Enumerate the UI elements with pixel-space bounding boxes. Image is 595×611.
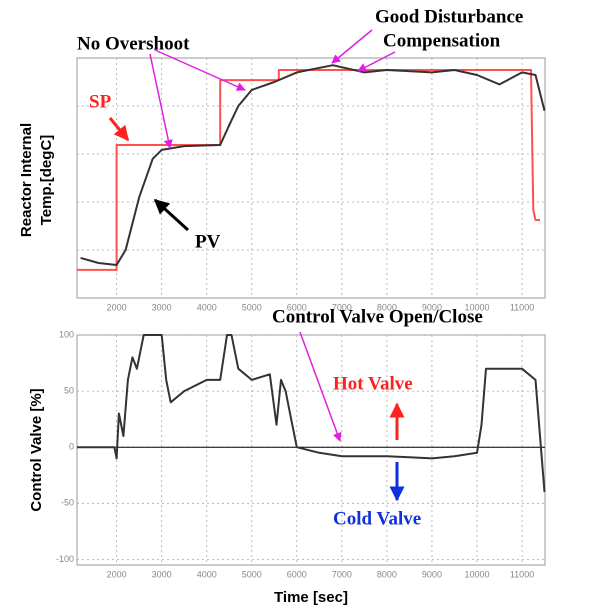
x-tick-label: 8000 [377, 302, 397, 312]
y-tick-label: -100 [56, 554, 74, 564]
arrow [108, 117, 130, 142]
annotation: Compensation [383, 30, 501, 51]
x-tick-label: 4000 [197, 302, 217, 312]
x-tick-label: 10000 [464, 302, 489, 312]
x-tick-label: 4000 [197, 569, 217, 579]
x-tick-label: 7000 [332, 302, 352, 312]
arrow [153, 198, 190, 232]
y-axis-label: Control Valve [%] [28, 388, 45, 511]
x-tick-label: 5000 [242, 302, 262, 312]
y-tick-label: 50 [64, 385, 74, 395]
y-tick-label: -50 [61, 498, 74, 508]
annotation: PV [195, 231, 221, 252]
annotation: No Overshoot [77, 33, 190, 54]
arrow [149, 53, 173, 149]
y-axis-label: Temp.[degC] [38, 135, 55, 226]
arrows [108, 29, 405, 502]
x-tick-label: 11000 [510, 302, 534, 312]
annotation: SP [89, 91, 112, 112]
x-tick-label: 6000 [287, 569, 307, 579]
x-tick-label: 9000 [422, 569, 442, 579]
x-tick-label: 7000 [332, 569, 352, 579]
x-tick-label: 2000 [107, 569, 127, 579]
x-tick-label: 9000 [422, 302, 442, 312]
x-axis-label: Time [sec] [274, 589, 348, 606]
arrow [154, 49, 246, 91]
arrow [299, 331, 342, 442]
y-axis-label: Reactor Internal [18, 123, 35, 237]
line-series [77, 69, 540, 271]
x-tick-label: 8000 [377, 569, 397, 579]
line-series [80, 64, 546, 266]
y-tick-label: 100 [59, 329, 74, 339]
x-tick-label: 11000 [510, 569, 534, 579]
annotation: Hot Valve [333, 373, 413, 394]
x-tick-label: 3000 [152, 569, 172, 579]
line-series [77, 334, 546, 493]
arrow [357, 51, 396, 72]
arrow [331, 29, 373, 64]
x-tick-label: 10000 [464, 569, 489, 579]
x-tick-label: 2000 [107, 302, 127, 312]
plots: 2000 3000 4000 5000 6000 7000 8000 9000 10000 110… [56, 57, 546, 579]
annotation: Control Valve Open/Close [272, 306, 483, 327]
x-tick-label: 3000 [152, 302, 172, 312]
x-tick-label: 6000 [287, 302, 307, 312]
plot-area [76, 57, 546, 299]
annotation: Cold Valve [333, 508, 421, 529]
y-tick-label: 0 [69, 442, 74, 452]
x-tick-label: 5000 [242, 569, 262, 579]
annotation: Good Disturbance [375, 6, 523, 27]
